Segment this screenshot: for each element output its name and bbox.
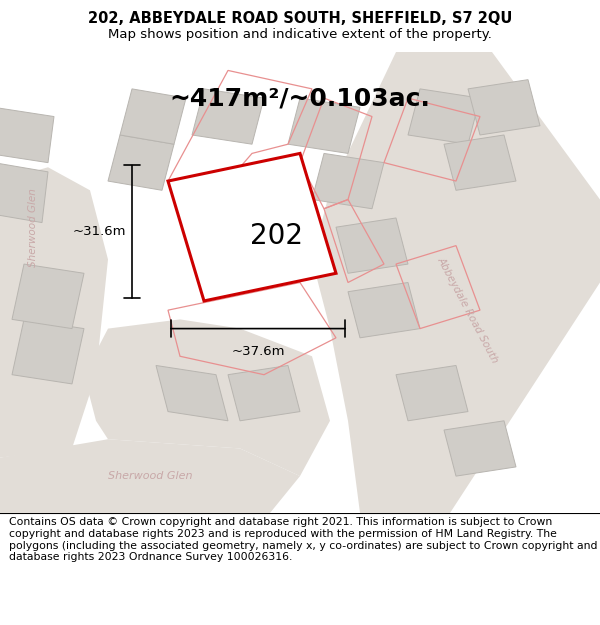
Polygon shape — [396, 366, 468, 421]
Polygon shape — [12, 264, 84, 329]
Text: ~417m²/~0.103ac.: ~417m²/~0.103ac. — [170, 86, 430, 110]
Polygon shape — [348, 282, 420, 338]
Text: ~31.6m: ~31.6m — [73, 225, 126, 238]
Polygon shape — [468, 79, 540, 135]
Polygon shape — [408, 89, 480, 144]
Polygon shape — [0, 162, 48, 222]
Polygon shape — [120, 89, 186, 144]
Polygon shape — [444, 421, 516, 476]
Polygon shape — [312, 52, 600, 513]
Text: 202: 202 — [250, 222, 302, 251]
Polygon shape — [0, 439, 300, 513]
Polygon shape — [84, 319, 330, 476]
Text: Contains OS data © Crown copyright and database right 2021. This information is : Contains OS data © Crown copyright and d… — [9, 518, 598, 562]
Polygon shape — [12, 319, 84, 384]
Polygon shape — [108, 135, 174, 190]
Polygon shape — [312, 153, 384, 209]
Text: Sherwood Glen: Sherwood Glen — [28, 188, 38, 267]
Polygon shape — [0, 107, 54, 162]
Polygon shape — [444, 135, 516, 190]
Text: Map shows position and indicative extent of the property.: Map shows position and indicative extent… — [108, 28, 492, 41]
Polygon shape — [156, 366, 228, 421]
Text: Sherwood Glen: Sherwood Glen — [108, 471, 192, 481]
Text: 202, ABBEYDALE ROAD SOUTH, SHEFFIELD, S7 2QU: 202, ABBEYDALE ROAD SOUTH, SHEFFIELD, S7… — [88, 11, 512, 26]
Text: ~37.6m: ~37.6m — [231, 345, 285, 358]
Polygon shape — [288, 98, 360, 153]
Polygon shape — [336, 218, 408, 273]
Text: Abbeydale Road South: Abbeydale Road South — [436, 256, 500, 365]
Polygon shape — [192, 89, 264, 144]
Polygon shape — [0, 168, 108, 458]
Polygon shape — [168, 153, 336, 301]
Polygon shape — [228, 366, 300, 421]
